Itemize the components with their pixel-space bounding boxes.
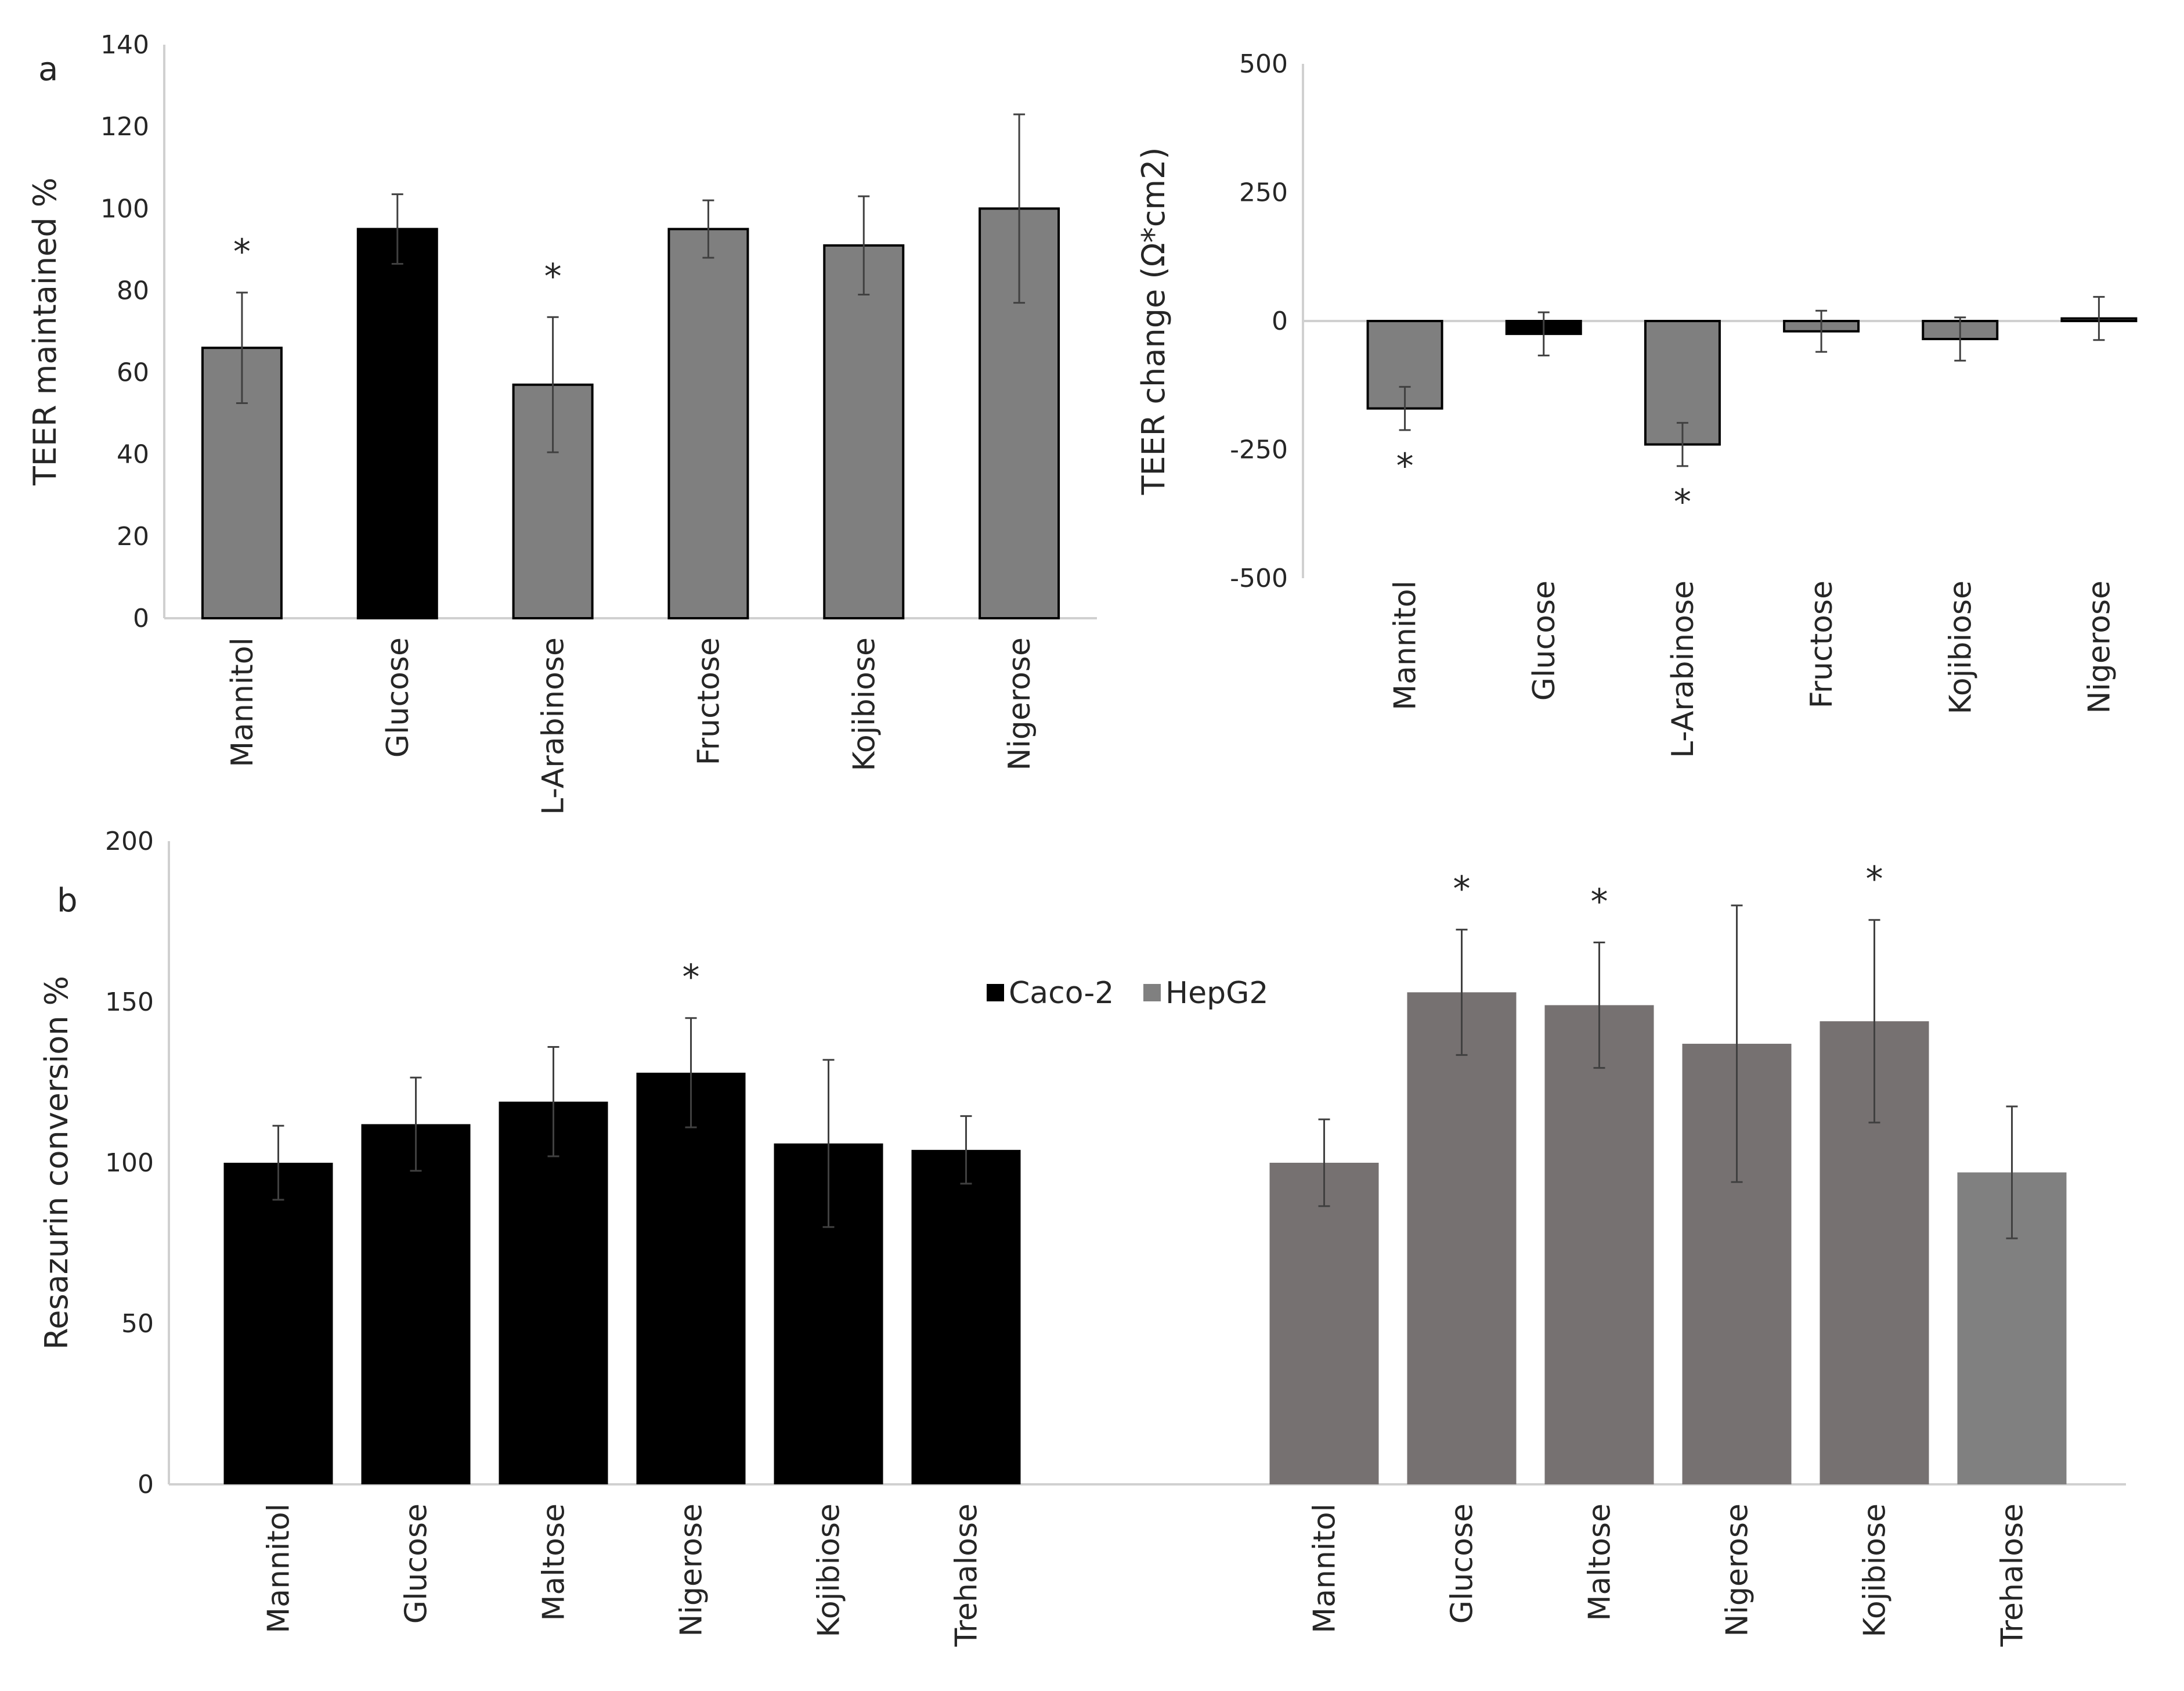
y-tick-label: 80 xyxy=(117,276,149,305)
y-tick-label: 120 xyxy=(100,112,149,142)
category-label: Mannitol xyxy=(1388,581,1423,711)
category-label: Nigerose xyxy=(1002,637,1037,770)
y-tick-label: 100 xyxy=(105,1148,154,1178)
category-label: Nigerose xyxy=(1720,1503,1755,1636)
y-tick-label: 20 xyxy=(117,522,149,551)
bar xyxy=(1407,992,1517,1484)
y-tick-label: 500 xyxy=(1239,49,1288,79)
y-axis-label: Resazurin conversion % xyxy=(38,976,75,1350)
panel-label-a: a xyxy=(38,51,58,88)
category-label: L-Arabinose xyxy=(1666,581,1701,758)
category-label: L-Arabinose xyxy=(536,637,571,815)
bar xyxy=(499,1101,608,1484)
category-label: Mannitol xyxy=(1308,1503,1342,1634)
bar xyxy=(361,1124,471,1484)
category-label: Nigerose xyxy=(2082,581,2117,713)
bar xyxy=(636,1072,746,1484)
category-label: Kojibiose xyxy=(812,1503,847,1638)
category-label: Fructose xyxy=(691,637,726,765)
y-tick-label: 0 xyxy=(1272,307,1288,336)
bar xyxy=(1544,1005,1654,1484)
y-tick-label: 40 xyxy=(117,440,149,470)
bar xyxy=(667,228,749,620)
y-tick-label: -500 xyxy=(1230,564,1288,593)
category-label: Kojibiose xyxy=(847,637,882,771)
significance-marker: * xyxy=(1591,882,1608,922)
category-label: Kojibiose xyxy=(1943,581,1978,715)
significance-marker: * xyxy=(1866,859,1883,900)
legend-label-caco2: Caco-2 xyxy=(1009,976,1114,1011)
significance-marker: * xyxy=(683,957,700,998)
category-label: Nigerose xyxy=(674,1503,709,1636)
category-label: Mannitol xyxy=(225,637,260,767)
legend-swatch-hepg2 xyxy=(1143,984,1161,1001)
bar xyxy=(823,244,905,619)
y-tick-label: 140 xyxy=(100,30,149,60)
legend-label-hepg2: HepG2 xyxy=(1165,976,1268,1011)
bar xyxy=(1269,1163,1379,1484)
category-label: Fructose xyxy=(1804,581,1839,708)
bar xyxy=(356,228,438,620)
significance-marker: * xyxy=(1453,868,1471,909)
teer-change-chart: -500 -250 0 250 500 TEER change (Ω*cm2) * Manni… xyxy=(1135,49,2138,758)
resazurin-conversion-chart: b Caco-2 HepG2 0 50 100 150 200 Resazurin con… xyxy=(38,827,2126,1647)
category-label: Kojibiose xyxy=(1858,1503,1893,1638)
legend-swatch-caco2 xyxy=(987,984,1004,1001)
y-tick-label: 50 xyxy=(121,1309,154,1339)
category-label: Maltose xyxy=(537,1503,572,1621)
legend: Caco-2 HepG2 xyxy=(987,976,1268,1011)
y-tick-label: 250 xyxy=(1239,178,1288,208)
category-label: Mannitol xyxy=(262,1503,297,1634)
y-tick-label: 0 xyxy=(133,604,149,633)
significance-marker: * xyxy=(544,256,562,297)
category-label: Glucose xyxy=(399,1503,434,1624)
y-axis-label: TEER maintained % xyxy=(27,178,63,486)
category-label: Trehalose xyxy=(1995,1503,2030,1647)
category-label: Glucose xyxy=(381,637,416,758)
y-tick-label: 150 xyxy=(105,987,154,1017)
significance-marker: * xyxy=(1674,482,1691,522)
y-tick-label: -250 xyxy=(1230,435,1288,465)
significance-marker: * xyxy=(233,232,251,272)
y-tick-label: 0 xyxy=(138,1470,154,1499)
category-label: Maltose xyxy=(1583,1503,1618,1621)
significance-marker: * xyxy=(1396,446,1414,486)
category-label: Glucose xyxy=(1527,581,1562,701)
panel-label-b: b xyxy=(57,882,78,920)
y-tick-label: 60 xyxy=(117,358,149,388)
bar xyxy=(223,1163,333,1484)
y-tick-label: 100 xyxy=(100,194,149,223)
y-axis-label: TEER change (Ω*cm2) xyxy=(1135,147,1172,496)
teer-maintained-chart: a 0 20 40 60 80 100 120 140 TEER maintained % * Ma… xyxy=(27,30,1097,815)
bar xyxy=(911,1149,1021,1484)
category-label: Glucose xyxy=(1445,1503,1480,1624)
y-tick-label: 200 xyxy=(105,827,154,856)
category-label: Trehalose xyxy=(950,1503,984,1647)
